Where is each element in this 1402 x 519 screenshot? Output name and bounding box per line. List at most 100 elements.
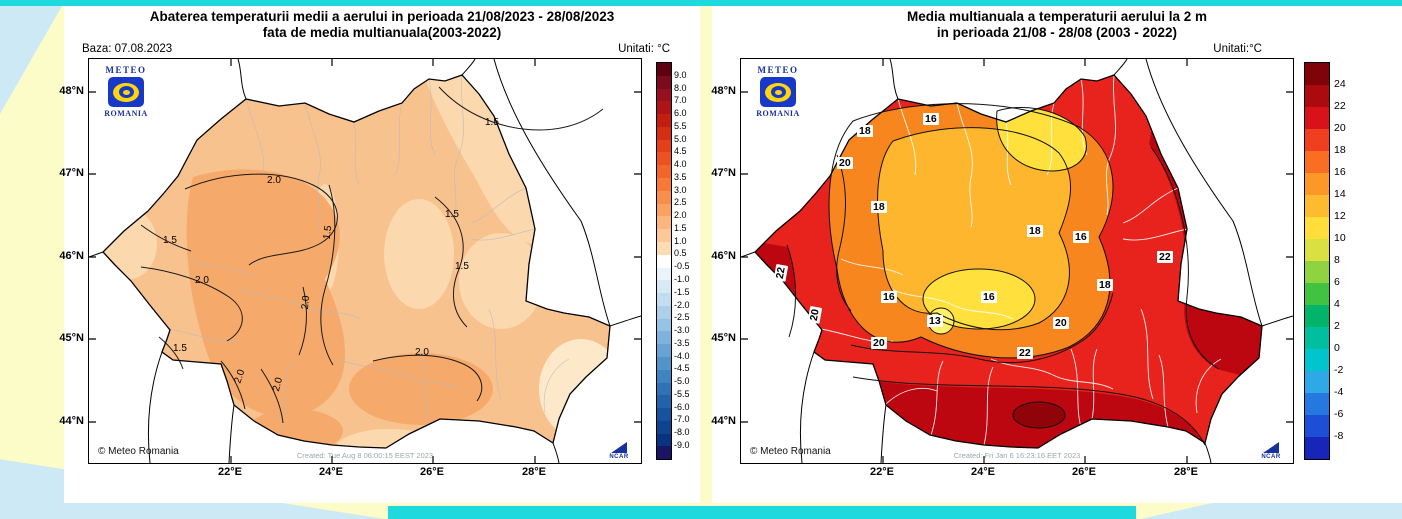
colorbar-segment: [1305, 217, 1329, 239]
colorbar-segment: [657, 241, 671, 255]
longitude-axis: 22°E 24°E 26°E 28°E: [740, 466, 1292, 482]
anomaly-map-title-line1: Abaterea temperaturii medii a aerului in…: [149, 9, 615, 24]
meteo-sun-emblem-icon: [760, 77, 796, 107]
neighbor-country-borders: [89, 59, 641, 463]
ncar-pennant-icon: [1263, 442, 1279, 453]
colorbar-tick-label: 8.0: [674, 82, 687, 93]
units-label: Unitati:°C: [1213, 43, 1262, 55]
colorbar-segment: [657, 382, 671, 396]
colorbar-segment: [657, 433, 671, 447]
colorbar-segment: [1305, 151, 1329, 173]
colorbar-tick-label: -2.5: [674, 312, 690, 323]
ncar-logo-label: NCAR: [609, 454, 629, 460]
colorbar-segment: [657, 165, 671, 179]
colorbar-tick-label: -7.0: [674, 414, 690, 425]
colorbar-tick-label: -1.5: [674, 286, 690, 297]
colorbar-segment: [657, 216, 671, 230]
colorbar-segment: [657, 446, 671, 460]
anomaly-map-svg: [89, 59, 641, 463]
colorbar-segment: [657, 280, 671, 294]
colorbar-segment: [1305, 129, 1329, 151]
colorbar-tick-label: 14: [1334, 188, 1346, 200]
colorbar-segment: [657, 101, 671, 115]
colorbar-tick-label: -3.0: [674, 325, 690, 336]
colorbar-segment: [657, 75, 671, 89]
anomaly-colorbar-labels: 9.0 8.0 7.0 6.0 5.5 5.0 4.5 4.0 3.5 3.0 2.5 2.0 1.5 1…: [674, 68, 690, 451]
colorbar-segment: [657, 203, 671, 217]
longitude-tick-label: 22°E: [870, 466, 894, 478]
anomaly-map-title-line2: fata de media multianuala(2003-2022): [262, 25, 502, 40]
wallpaper-wedge-top-left: [0, 6, 62, 114]
colorbar-segment: [657, 305, 671, 319]
colorbar-tick-label: -4.5: [674, 363, 690, 374]
colorbar-segment: [657, 395, 671, 409]
copyright-label: © Meteo Romania: [98, 446, 179, 457]
longitude-tick-label: 24°E: [319, 466, 343, 478]
colorbar-tick-label: 2: [1334, 320, 1340, 332]
created-timestamp-label: Created: Tue Aug 8 06:00:15 EEST 2023: [296, 451, 434, 460]
colorbar-segment: [1305, 349, 1329, 371]
colorbar-segment: [657, 344, 671, 357]
colorbar-tick-label: -2: [1334, 364, 1344, 376]
colorbar-segment: [657, 152, 671, 166]
colorbar-tick-label: -3.5: [674, 337, 690, 348]
colorbar-segment: [1305, 283, 1329, 305]
colorbar-tick-label: -9.0: [674, 439, 690, 450]
ncar-logo: NCAR: [603, 441, 635, 460]
latitude-tick-label: 44°N: [711, 415, 736, 427]
colorbar-segment: [657, 356, 671, 370]
meteo-logo-country-text: ROMANIA: [756, 109, 800, 118]
colorbar-tick-label: -5.5: [674, 388, 690, 399]
colorbar-tick-label: -8.0: [674, 427, 690, 438]
colorbar-segment: [1305, 63, 1329, 85]
latitude-tick-label: 44°N: [59, 415, 84, 427]
latitude-axis: 48°N 47°N 46°N 45°N 44°N: [59, 58, 86, 462]
ncar-logo-label: NCAR: [1261, 454, 1281, 460]
colorbar-tick-label: 8: [1334, 254, 1340, 266]
colorbar-segment: [1305, 107, 1329, 129]
colorbar-tick-label: 10: [1334, 232, 1346, 244]
colorbar-tick-label: 6: [1334, 276, 1340, 288]
anomaly-map-panel: Abaterea temperaturii medii a aerului in…: [59, 6, 700, 503]
colorbar-segment: [657, 114, 671, 127]
colorbar-tick-label: -2.0: [674, 299, 690, 310]
climatology-map-frame: 18 16 20 18 18 16 22 22 16 16 18 13 20 20 20 22 METEO R…: [740, 58, 1294, 464]
latitude-tick-label: 48°N: [59, 85, 84, 97]
temperature-colorbar: [1304, 62, 1330, 460]
colorbar-tick-label: 24: [1334, 78, 1346, 90]
colorbar-tick-label: 0: [1334, 342, 1340, 354]
colorbar-tick-label: 5.5: [674, 120, 687, 131]
climatology-map-svg: [741, 59, 1293, 463]
colorbar-tick-label: 3.5: [674, 171, 687, 182]
anomaly-map-frame: 1.5 2.0 1.5 1.5 1.5 1.5 2.0 2.0 1.5 2.0 2.0 2.0 MET…: [88, 58, 642, 464]
colorbar-tick-label: 12: [1334, 210, 1346, 222]
colorbar-segment: [1305, 305, 1329, 327]
colorbar-tick-label: 0.5: [674, 248, 687, 259]
colorbar-tick-label: -1.0: [674, 274, 690, 285]
created-timestamp-label: Created: Fri Jan 6 16:23:16 EET 2023: [953, 451, 1081, 460]
romania-border: [102, 74, 611, 449]
latitude-tick-label: 46°N: [711, 250, 736, 262]
copyright-label: © Meteo Romania: [750, 446, 831, 457]
longitude-axis: 22°E 24°E 26°E 28°E: [88, 466, 640, 482]
meteo-logo-country-text: ROMANIA: [104, 109, 148, 118]
anomaly-contour-lines: [140, 86, 604, 424]
colorbar-segment: [657, 178, 671, 191]
ncar-pennant-icon: [611, 442, 627, 453]
colorbar-segment: [1305, 173, 1329, 195]
wallpaper-accent-strip-bottom: [388, 506, 1136, 519]
longitude-tick-label: 26°E: [1072, 466, 1096, 478]
colorbar-tick-label: 18: [1334, 144, 1346, 156]
colorbar-tick-label: 9.0: [674, 69, 687, 80]
county-borders: [820, 75, 1222, 446]
climatology-map-panel: Media multianuala a temperaturii aerului…: [711, 6, 1402, 503]
colorbar-tick-label: 3.0: [674, 184, 687, 195]
colorbar-tick-label: 1.0: [674, 235, 687, 246]
base-date-label: Baza: 07.08.2023: [82, 43, 173, 55]
climatology-map-title-line1: Media multianuala a temperaturii aerului…: [906, 9, 1208, 24]
colorbar-segment: [657, 420, 671, 434]
latitude-tick-label: 47°N: [59, 167, 84, 179]
colorbar-segment: [1305, 261, 1329, 283]
latitude-tick-label: 45°N: [59, 332, 84, 344]
colorbar-tick-label: 20: [1334, 122, 1346, 134]
